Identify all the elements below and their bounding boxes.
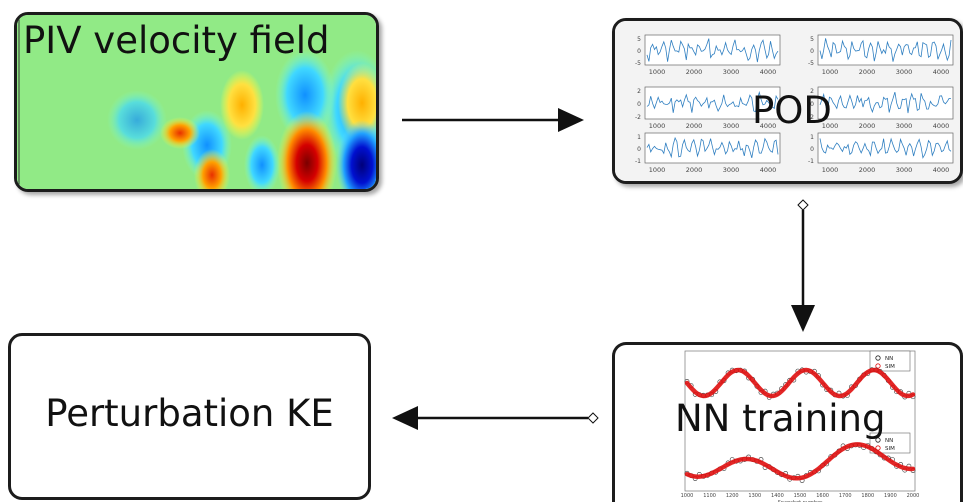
pod-tick-y-label: -5 (635, 60, 641, 67)
pod-tick-y-label: 5 (810, 36, 814, 43)
pod-mode-series-1 (646, 38, 779, 63)
nn-legend-label: NN (885, 438, 893, 444)
nn-sim-series-1 (684, 367, 916, 399)
pod-tick-x-label: 2000 (859, 68, 876, 76)
piv-velocity-field-box: PIV velocity field (14, 12, 379, 192)
nn-tick-x-label: 1000 (681, 493, 694, 499)
pod-tick-x-label: 3000 (896, 68, 913, 76)
pod-tick-x-label: 2000 (859, 166, 876, 174)
nn-tick-x-label: 1500 (794, 493, 807, 499)
nn-training-plot: NN SIM NN SIM 1000 1100 1200 1300 1400 1500 1600 17… (681, 350, 920, 502)
pod-tick-y-label: -2 (635, 114, 641, 121)
nn-tick-x-label: 1300 (748, 493, 761, 499)
pod-tick-x-label: 4000 (760, 122, 777, 130)
nn-tick-x-label: 1600 (816, 493, 829, 499)
pod-tick-y-label: 2 (810, 88, 814, 95)
pod-tick-x-label: 1000 (649, 166, 666, 174)
nn-legend-label: NN (885, 356, 893, 362)
pod-tick-x-label: 3000 (896, 166, 913, 174)
pod-label: POD (752, 89, 832, 132)
arrow-pod-to-nn (791, 199, 815, 332)
nn-tick-x-label: 1900 (884, 493, 897, 499)
nn-tick-x-label: 2000 (907, 493, 920, 499)
ke-label: Perturbation KE (45, 392, 334, 435)
pod-tick-x-label: 3000 (896, 122, 913, 130)
piv-contour-image (17, 15, 376, 189)
arrow-piv-to-pod (402, 108, 584, 132)
pod-tick-y-label: 0 (810, 146, 814, 153)
arrow-nn-to-ke (392, 406, 599, 430)
nn-label: NN training (675, 397, 886, 440)
pod-tick-x-label: 3000 (723, 166, 740, 174)
pod-tick-x-label: 2000 (859, 122, 876, 130)
nn-tick-x-label: 1800 (861, 493, 874, 499)
nn-x-axis-label: Snapshot number (778, 500, 823, 502)
pod-tick-y-label: 0 (637, 48, 641, 55)
pod-tick-y-label: -5 (808, 60, 814, 67)
pod-tick-y-label: 2 (637, 88, 641, 95)
pod-tick-x-label: 1000 (822, 68, 839, 76)
pod-tick-y-label: 1 (637, 134, 641, 141)
pod-tick-x-label: 1000 (649, 68, 666, 76)
pod-tick-x-label: 4000 (760, 166, 777, 174)
nn-tick-x-label: 1400 (771, 493, 784, 499)
nn-sim-series-2 (684, 442, 916, 481)
pod-tick-x-label: 4000 (933, 68, 950, 76)
nn-tick-x-label: 1200 (726, 493, 739, 499)
piv-label: PIV velocity field (23, 19, 330, 62)
pod-tick-x-label: 1000 (649, 122, 666, 130)
nn-legend-label: SIM (885, 364, 895, 370)
perturbation-ke-box: Perturbation KE (8, 333, 371, 500)
nn-legend-marker (875, 437, 881, 443)
pod-mode-series-6 (819, 137, 952, 159)
pod-tick-y-label: -1 (635, 158, 641, 165)
pod-tick-x-label: 3000 (723, 68, 740, 76)
pod-panel-6 (817, 132, 954, 164)
nn-tick-x-label: 1700 (839, 493, 852, 499)
pod-tick-y-label: 0 (637, 146, 641, 153)
pod-tick-x-label: 4000 (760, 68, 777, 76)
nn-legend-marker (875, 363, 881, 369)
nn-training-box: NN SIM NN SIM 1000 1100 1200 1300 1400 1500 1600 17… (612, 342, 963, 502)
pod-mode-series-4 (819, 91, 951, 114)
pod-tick-x-label: 2000 (686, 68, 703, 76)
pod-tick-x-label: 2000 (686, 122, 703, 130)
pod-tick-y-label: 0 (810, 48, 814, 55)
pod-tick-x-label: 4000 (933, 166, 950, 174)
pod-tick-y-label: 0 (810, 101, 814, 108)
nn-tick-x-label: 1100 (703, 493, 716, 499)
pod-tick-x-label: 3000 (723, 122, 740, 130)
pod-mode-series-3 (646, 90, 779, 113)
pod-tick-y-label: -2 (808, 114, 814, 121)
nn-legend-label: SIM (885, 446, 895, 452)
pod-tick-y-label: 0 (637, 101, 641, 108)
nn-legend-marker (875, 355, 881, 361)
pod-tick-y-label: 1 (810, 134, 814, 141)
pod-tick-y-label: 5 (637, 36, 641, 43)
pod-mode-series-5 (646, 136, 779, 159)
pod-tick-x-label: 4000 (933, 122, 950, 130)
pod-panel-4 (817, 86, 954, 120)
pod-panel-2 (817, 34, 954, 66)
pod-tick-x-label: 1000 (822, 122, 839, 130)
pod-tick-x-label: 2000 (686, 166, 703, 174)
pod-tick-y-label: -1 (808, 158, 814, 165)
pod-tick-x-label: 1000 (822, 166, 839, 174)
pod-panel-3 (644, 86, 781, 120)
pod-mode-series-2 (819, 38, 952, 62)
pod-box: 1000 2000 3000 4000 5 0 -5 1000 2000 3000 4000 5 0 -5… (612, 18, 963, 184)
